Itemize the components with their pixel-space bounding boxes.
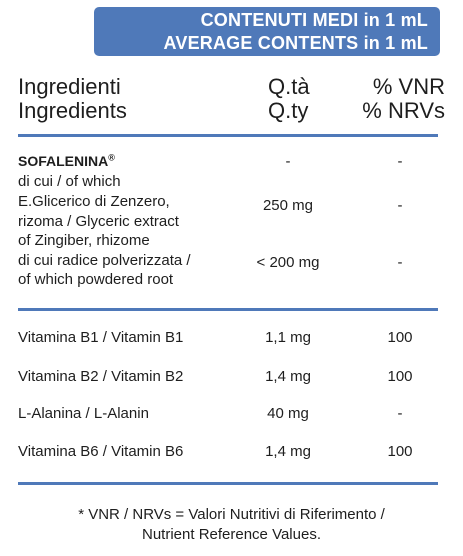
ginger-line-3: of Zingiber, rhizome <box>18 232 150 249</box>
row-name-alanin: L-Alanina / L-Alanin <box>18 405 149 422</box>
row-vnr-alanin: - <box>397 405 403 422</box>
row-qty-b1: 1,1 mg <box>265 329 311 346</box>
contents-banner: CONTENUTI MEDI in 1 mL AVERAGE CONTENTS … <box>94 7 440 56</box>
root-qty: < 200 mg <box>256 254 320 271</box>
vnr-header-en: % NRVs <box>362 98 445 123</box>
registered-mark: ® <box>108 152 115 163</box>
ginger-line-1: E.Glicerico di Zenzero, <box>18 193 170 210</box>
row-qty-alanin: 40 mg <box>267 405 309 422</box>
footnote: * VNR / NRVs = Valori Nutritivi di Rifer… <box>0 505 463 545</box>
vnr-header-it: % VNR <box>372 74 445 99</box>
root-vnr: - <box>397 254 403 271</box>
row-qty-b2: 1,4 mg <box>265 368 311 385</box>
banner-title-en: AVERAGE CONTENTS in 1 mL <box>163 33 428 53</box>
ginger-qty: 250 mg <box>262 197 314 214</box>
row-qty-b6: 1,4 mg <box>265 443 311 460</box>
row-vnr-b6: 100 <box>387 443 413 460</box>
sofalenina-qty: - <box>285 153 291 170</box>
divider-bottom <box>18 482 438 485</box>
row-name-b2: Vitamina B2 / Vitamin B2 <box>18 368 184 385</box>
divider-top <box>18 134 438 137</box>
qty-header-it: Q.tà <box>268 74 310 99</box>
row-vnr-b1: 100 <box>387 329 413 346</box>
qty-header-en: Q.ty <box>268 98 309 123</box>
sofalenina-vnr: - <box>397 153 403 170</box>
sofalenina-name: SOFALENINA® <box>18 152 115 169</box>
ginger-line-2: rizoma / Glyceric extract <box>18 213 179 230</box>
root-line-1: di cui radice polverizzata / <box>18 252 191 269</box>
ingredients-header: Ingredienti Ingredients <box>18 75 127 123</box>
divider-middle <box>18 308 438 311</box>
ginger-vnr: - <box>397 197 403 214</box>
row-name-b6: Vitamina B6 / Vitamin B6 <box>18 443 184 460</box>
vnr-header: % VNR % NRVs <box>362 75 445 123</box>
banner-title-it: CONTENUTI MEDI in 1 mL <box>200 10 428 30</box>
qty-header: Q.tà Q.ty <box>268 75 310 123</box>
footnote-line-2: Nutrient Reference Values. <box>142 526 321 543</box>
sofalenina-sub: di cui / of which <box>18 173 121 190</box>
ingredients-header-it: Ingredienti <box>18 74 121 99</box>
row-name-b1: Vitamina B1 / Vitamin B1 <box>18 329 184 346</box>
footnote-line-1: * VNR / NRVs = Valori Nutritivi di Rifer… <box>78 506 385 523</box>
row-vnr-b2: 100 <box>387 368 413 385</box>
root-line-2: of which powdered root <box>18 271 174 288</box>
ingredients-header-en: Ingredients <box>18 98 127 123</box>
